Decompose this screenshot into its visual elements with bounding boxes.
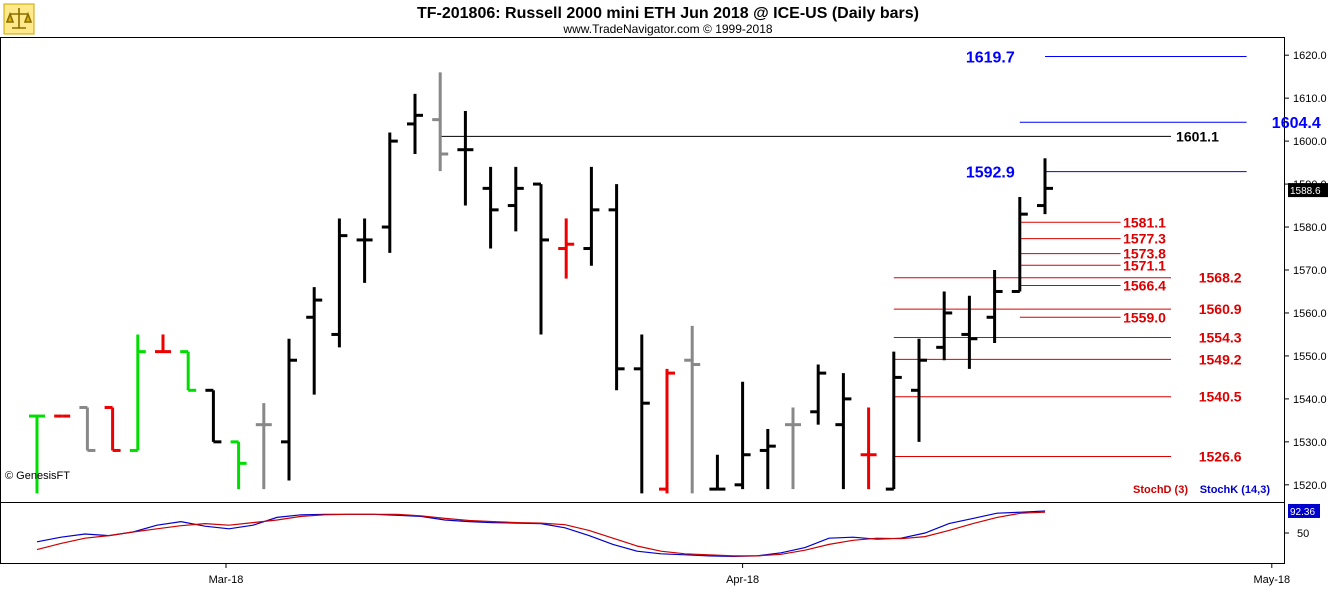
price-tick-label: 1540.0 [1293, 394, 1327, 406]
price-tick-label: 1610.0 [1293, 93, 1327, 105]
ohlc-bar [457, 111, 474, 206]
price-tick-label: 1580.0 [1293, 222, 1327, 234]
ohlc-bar [961, 295, 978, 369]
ohlc-bar [583, 166, 600, 266]
ohlc-bar [29, 414, 45, 494]
ohlc-bar [205, 388, 222, 444]
stoch-series-line [36, 511, 1046, 557]
level-label-1566.4: 1566.4 [1123, 277, 1166, 293]
ohlc-bar [785, 407, 801, 490]
ohlc-bar [255, 403, 272, 490]
ohlc-bar [155, 334, 171, 354]
ohlc-bar [356, 218, 373, 283]
level-label-1526.6: 1526.6 [1199, 448, 1242, 464]
watermark: © GenesisFT [5, 470, 70, 482]
ohlc-bar [533, 182, 549, 335]
price-tick-label: 1560.0 [1293, 308, 1327, 320]
app-logo-icon [3, 3, 35, 35]
level-label-1604.4: 1604.4 [1272, 115, 1321, 132]
level-label-1592.9: 1592.9 [966, 165, 1015, 182]
stoch-last-label: 92.36 [1290, 507, 1315, 518]
ohlc-bar [835, 373, 852, 490]
ohlc-bar [734, 381, 751, 490]
ohlc-bar [407, 93, 423, 154]
time-tick-label: Apr-18 [726, 574, 759, 586]
level-label-1601.1: 1601.1 [1176, 128, 1219, 144]
ohlc-bar [432, 72, 449, 172]
stoch-legend-item: StochK (14,3) [1200, 484, 1271, 496]
time-axis: Mar-18 Apr-18 May-18 [209, 563, 1290, 586]
stochastic-pane: StochD (3) StochK (14,3) [36, 484, 1271, 558]
ohlc-bar [482, 166, 499, 249]
level-label-1568.2: 1568.2 [1199, 270, 1242, 286]
level-label-1577.3: 1577.3 [1123, 231, 1166, 247]
level-label-1581.1: 1581.1 [1123, 214, 1166, 230]
stoch-last-badge [1288, 503, 1320, 518]
ohlc-bar [558, 218, 575, 279]
ohlc-bar [129, 334, 146, 452]
ohlc-bar [860, 407, 877, 490]
time-tick-label: May-18 [1253, 574, 1290, 586]
last-price-label: 1588.6 [1290, 186, 1321, 197]
ohlc-bar [306, 287, 323, 395]
ohlc-bar [104, 405, 121, 452]
ohlc-bar [936, 291, 953, 361]
level-label-1560.9: 1560.9 [1199, 301, 1242, 317]
ohlc-bar [1011, 196, 1028, 293]
level-label-1549.2: 1549.2 [1199, 351, 1242, 367]
ohlc-bar [281, 338, 297, 481]
price-axis: 1520.0 1530.0 1540.0 1550.0 1560.0 1570.0 1580… [1284, 50, 1328, 540]
last-price-badge [1288, 183, 1328, 198]
price-tick-label: 1530.0 [1293, 437, 1327, 449]
level-label-1540.5: 1540.5 [1199, 389, 1242, 405]
ohlc-bar [180, 350, 197, 392]
price-tick-label: 1620.0 [1293, 50, 1327, 62]
ohlc-bar [986, 270, 1003, 344]
level-label-1619.7: 1619.7 [966, 49, 1015, 66]
time-tick-label: Mar-18 [209, 574, 244, 586]
ohlc-bar [507, 166, 524, 232]
ohlc-bar [659, 368, 675, 494]
ohlc-bar [759, 428, 776, 490]
ohlc-bar [885, 351, 902, 491]
stoch-legend-item: StochD (3) [1133, 484, 1188, 496]
ohlc-bar [1037, 158, 1053, 215]
price-tick-label: 1570.0 [1293, 265, 1327, 277]
level-label-1559.0: 1559.0 [1123, 309, 1166, 325]
price-tick-label: 1550.0 [1293, 351, 1327, 363]
price-tick-label: 1520.0 [1293, 480, 1327, 492]
price-levels: 1619.7 1604.4 1601.1 1592.9 1581.11577.31573… [440, 49, 1321, 464]
ohlc-bar [709, 454, 726, 491]
ohlc-bar [331, 218, 348, 348]
level-label-1554.3: 1554.3 [1199, 329, 1242, 345]
ohlc-bars [29, 72, 1053, 494]
ohlc-bar [684, 325, 701, 494]
level-label-1571.1: 1571.1 [1123, 257, 1166, 273]
chart-title: TF-201806: Russell 2000 mini ETH Jun 201… [417, 5, 919, 22]
ohlc-bar [608, 184, 625, 391]
ohlc-bar [810, 364, 827, 425]
ohlc-bar [79, 405, 96, 452]
stoch-tick-label: 50 [1297, 528, 1309, 540]
chart-subtitle: www.TradeNavigator.com © 1999-2018 [562, 22, 772, 36]
price-tick-label: 1600.0 [1293, 136, 1327, 148]
level-label-1573.8: 1573.8 [1123, 246, 1166, 262]
ohlc-bar [911, 338, 927, 442]
ohlc-bar [633, 334, 650, 494]
ohlc-bar [230, 440, 247, 490]
ohlc-bar [381, 132, 398, 253]
